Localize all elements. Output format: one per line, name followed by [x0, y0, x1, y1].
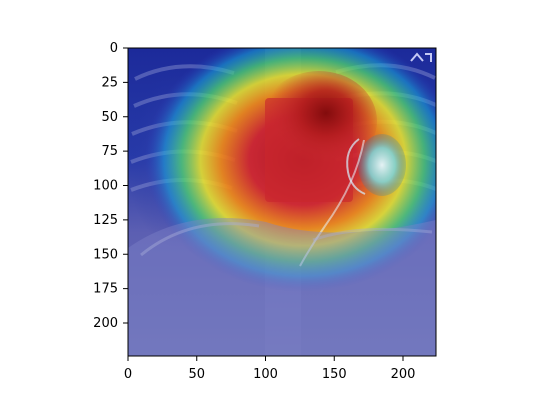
y-tick-label-1: 25 — [101, 75, 118, 90]
y-tick-label-5: 125 — [93, 213, 118, 228]
x-tick-label-4: 200 — [391, 367, 416, 382]
y-tick-label-4: 100 — [93, 179, 118, 194]
plot-frame — [127, 47, 437, 357]
y-tick-label-0: 0 — [110, 41, 118, 56]
xray-heatmap-image — [128, 48, 436, 356]
x-tick-label-3: 150 — [322, 367, 347, 382]
y-tick-label-6: 150 — [93, 247, 118, 262]
y-tick-label-7: 175 — [93, 282, 118, 297]
y-axis-ticks: 0 25 50 75 100 125 150 175 200 — [93, 41, 128, 331]
x-tick-label-1: 50 — [188, 367, 205, 382]
x-tick-label-2: 100 — [253, 367, 278, 382]
y-tick-label-8: 200 — [93, 316, 118, 331]
y-tick-label-2: 50 — [101, 110, 118, 125]
x-tick-label-0: 0 — [124, 367, 132, 382]
x-axis-ticks: 0 50 100 150 200 — [124, 356, 416, 382]
y-tick-label-3: 75 — [101, 144, 118, 159]
